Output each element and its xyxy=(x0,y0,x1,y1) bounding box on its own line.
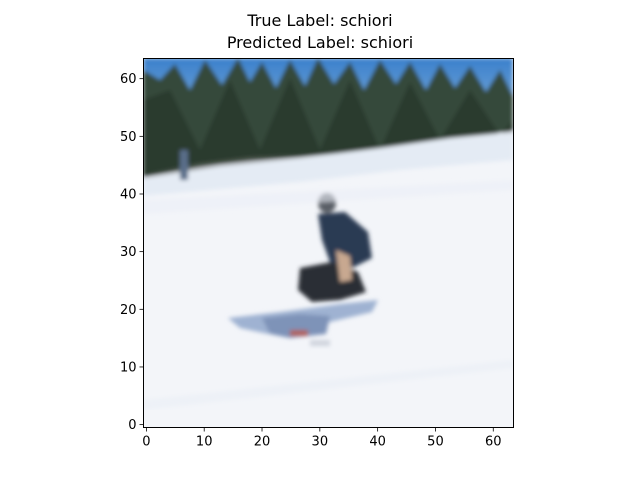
x-tick-label: 0 xyxy=(142,435,150,450)
x-tick-label: 60 xyxy=(485,435,502,450)
y-tick-label: 50 xyxy=(120,130,137,145)
y-tick-label: 10 xyxy=(120,360,137,375)
pole xyxy=(180,150,188,180)
ski-tip xyxy=(290,330,308,336)
x-tick-label: 50 xyxy=(427,435,444,450)
y-tick-label: 60 xyxy=(120,72,137,87)
x-axis: 0 10 20 30 40 50 60 xyxy=(142,428,501,450)
x-tick-label: 40 xyxy=(369,435,386,450)
y-tick-label: 30 xyxy=(120,245,137,260)
x-tick-label: 20 xyxy=(254,435,271,450)
x-tick-label: 10 xyxy=(196,435,213,450)
y-tick-label: 40 xyxy=(120,187,137,202)
y-tick-label: 0 xyxy=(128,418,136,433)
x-tick-label: 30 xyxy=(312,435,329,450)
image-content xyxy=(143,58,513,427)
y-tick-label: 20 xyxy=(120,303,137,318)
y-axis: 0 10 20 30 40 50 60 xyxy=(120,72,144,433)
